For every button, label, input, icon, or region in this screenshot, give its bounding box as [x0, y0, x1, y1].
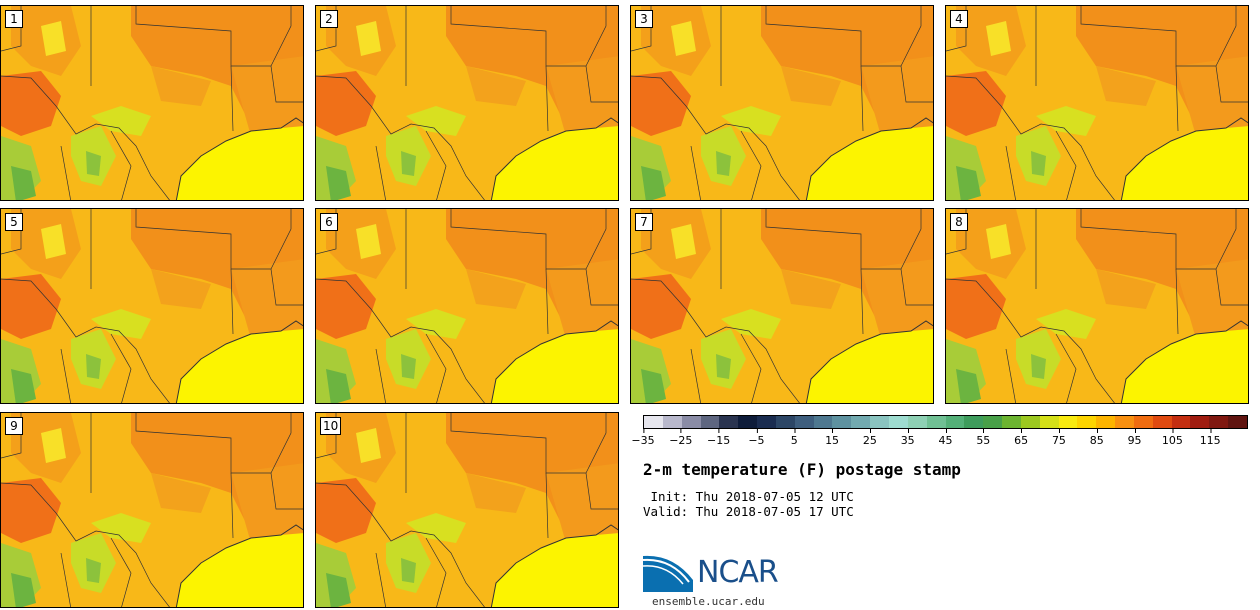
init-time: Init: Thu 2018-07-05 12 UTC [643, 489, 854, 504]
panel-number-label: 5 [5, 213, 23, 231]
valid-time: Valid: Thu 2018-07-05 17 UTC [643, 504, 854, 519]
temperature-map-5 [1, 209, 303, 403]
postage-stamp-panel-1: 1 [0, 5, 304, 201]
colorbar-swatch [1077, 416, 1097, 428]
colorbar-swatch [1133, 416, 1153, 428]
colorbar-swatch [907, 416, 927, 428]
colorbar-swatch [983, 416, 1003, 428]
temperature-map-10 [316, 413, 618, 607]
colorbar-tick-label: −5 [748, 429, 765, 447]
temperature-map-6 [316, 209, 618, 403]
colorbar-swatch [775, 416, 795, 428]
colorbar-tick-label: 35 [900, 429, 915, 447]
colorbar-swatch [1171, 416, 1191, 428]
postage-stamp-panel-9: 9 [0, 412, 304, 608]
panel-number-label: 9 [5, 417, 23, 435]
panel-number-label: 6 [320, 213, 338, 231]
panel-number-label: 4 [950, 10, 968, 28]
temperature-colorbar [643, 415, 1248, 429]
panel-number-label: 1 [5, 10, 23, 28]
panel-number-label: 10 [320, 417, 342, 435]
postage-stamp-panel-4: 4 [945, 5, 1249, 201]
colorbar-tick-label: 115 [1199, 429, 1221, 447]
postage-stamp-panel-10: 10 [315, 412, 619, 608]
colorbar-tick-label: −15 [707, 429, 731, 447]
colorbar-tick-label: 25 [862, 429, 877, 447]
colorbar-swatch [700, 416, 720, 428]
colorbar-swatch [644, 416, 663, 428]
colorbar-tick-label: 105 [1161, 429, 1183, 447]
colorbar-swatch [1039, 416, 1059, 428]
postage-stamp-panel-6: 6 [315, 208, 619, 404]
colorbar-swatch [757, 416, 776, 428]
colorbar-swatch [851, 416, 871, 428]
colorbar-swatch [813, 416, 833, 428]
temperature-map-9 [1, 413, 303, 607]
logo-text: NCAR [697, 555, 779, 590]
colorbar-tick-label: 45 [938, 429, 953, 447]
postage-stamp-panel-5: 5 [0, 208, 304, 404]
colorbar-swatch [832, 416, 852, 428]
colorbar-swatch [926, 416, 946, 428]
colorbar-tick-label: 95 [1127, 429, 1142, 447]
colorbar-swatch [1209, 416, 1229, 428]
colorbar-tick-labels: −35 −25 −15 −5 5 15 25 35 45 55 65 75 85 95 105 115 [631, 429, 1248, 450]
panel-number-label: 7 [635, 213, 653, 231]
postage-stamp-panel-2: 2 [315, 5, 619, 201]
ncar-logo: NCAR [642, 552, 803, 600]
panel-number-label: 2 [320, 10, 338, 28]
colorbar-swatch [1152, 416, 1172, 428]
colorbar-swatch [719, 416, 739, 428]
colorbar-tick-label: 75 [1051, 429, 1066, 447]
postage-stamp-panel-8: 8 [945, 208, 1249, 404]
colorbar-tick-label: −35 [631, 429, 655, 447]
colorbar-tick-label: 55 [976, 429, 991, 447]
colorbar-swatch [1002, 416, 1021, 428]
site-url: ensemble.ucar.edu [652, 595, 765, 608]
colorbar-swatch [1096, 416, 1116, 428]
temperature-map-2 [316, 6, 618, 200]
colorbar-swatch [1058, 416, 1078, 428]
panel-number-label: 8 [950, 213, 968, 231]
colorbar-swatch [964, 416, 984, 428]
colorbar-tick-label: 15 [825, 429, 840, 447]
colorbar-tick-label: 65 [1014, 429, 1029, 447]
panel-number-label: 3 [635, 10, 653, 28]
temperature-map-4 [946, 6, 1248, 200]
ncar-swoosh-icon [642, 555, 693, 592]
colorbar-swatch [945, 416, 965, 428]
colorbar-tick-label: 85 [1089, 429, 1104, 447]
colorbar-tick-label: −25 [669, 429, 693, 447]
temperature-map-7 [631, 209, 933, 403]
colorbar-swatch [870, 416, 889, 428]
postage-stamp-panel-3: 3 [630, 5, 934, 201]
colorbar-tick-label: 5 [790, 429, 798, 447]
colorbar-swatch [1020, 416, 1040, 428]
colorbar-swatch [662, 416, 682, 428]
colorbar-swatch [888, 416, 908, 428]
colorbar-swatch [738, 416, 758, 428]
colorbar-swatch [1190, 416, 1210, 428]
colorbar-swatch [681, 416, 701, 428]
plot-title: 2-m temperature (F) postage stamp [643, 460, 961, 479]
colorbar-swatch [1228, 416, 1247, 428]
temperature-map-8 [946, 209, 1248, 403]
colorbar-swatch [794, 416, 814, 428]
temperature-map-3 [631, 6, 933, 200]
postage-stamp-panel-7: 7 [630, 208, 934, 404]
colorbar-swatch [1115, 416, 1134, 428]
temperature-map-1 [1, 6, 303, 200]
